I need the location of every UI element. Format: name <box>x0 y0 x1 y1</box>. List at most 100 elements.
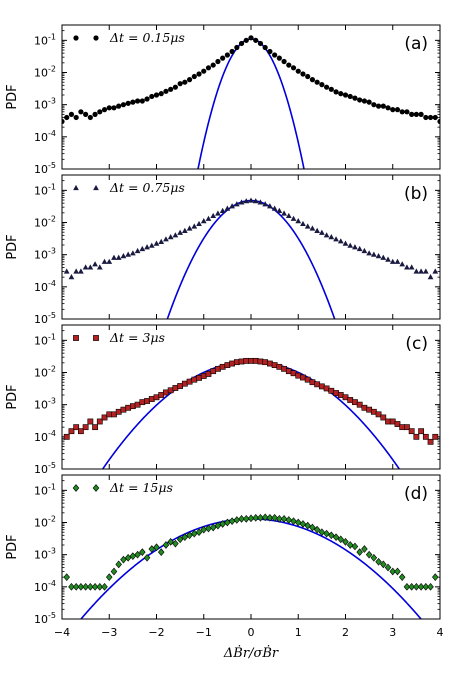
data-point <box>210 368 217 375</box>
data-point <box>68 274 75 280</box>
data-point <box>182 79 188 85</box>
data-point <box>196 71 202 77</box>
data-point <box>224 52 230 58</box>
data-point <box>432 268 439 274</box>
data-point <box>253 37 259 43</box>
data-point <box>417 582 425 591</box>
data-point <box>290 370 297 377</box>
data-point <box>385 418 391 425</box>
data-point <box>328 531 335 540</box>
data-point <box>352 244 358 250</box>
data-point <box>158 238 165 244</box>
data-point <box>238 358 245 365</box>
data-point <box>422 582 430 591</box>
data-point <box>219 363 226 370</box>
data-point <box>163 88 169 94</box>
data-point <box>271 362 278 368</box>
data-point <box>319 229 325 235</box>
data-point <box>418 111 424 117</box>
data-point <box>248 197 254 203</box>
y-tick-label: 10-5 <box>34 461 56 476</box>
y-tick-label: 10-1 <box>34 182 56 197</box>
data-point <box>357 97 363 103</box>
data-point <box>375 253 382 259</box>
data-point <box>238 40 245 47</box>
axes-frame <box>61 24 441 170</box>
legend: Δt = 3μs <box>73 330 165 345</box>
data-point <box>318 383 325 390</box>
data-point <box>413 433 420 440</box>
data-point <box>347 397 354 403</box>
data-point <box>224 362 231 368</box>
data-point <box>234 44 240 51</box>
data-point <box>96 264 103 270</box>
data-point <box>290 517 297 526</box>
x-tick-label: 1 <box>295 626 302 639</box>
data-point <box>280 515 288 523</box>
data-point <box>210 212 217 219</box>
data-point <box>380 254 387 260</box>
data-point <box>82 264 89 270</box>
data-point <box>181 380 188 387</box>
data-point <box>295 218 302 224</box>
data-point <box>62 118 65 125</box>
y-tick-label: 10-4 <box>34 279 56 294</box>
data-point <box>157 548 165 556</box>
data-point <box>323 232 330 238</box>
data-point <box>130 99 136 105</box>
data-point <box>366 406 373 413</box>
data-point <box>176 535 184 544</box>
data-point <box>342 538 349 546</box>
data-point <box>389 418 396 425</box>
data-point <box>390 107 396 113</box>
data-point <box>366 250 372 256</box>
data-point <box>91 582 99 591</box>
x-axis-label: ΔḂr/σḂr <box>223 644 279 661</box>
data-point <box>106 411 113 418</box>
data-point <box>120 406 127 413</box>
data-point <box>347 93 353 100</box>
data-point <box>257 199 264 205</box>
data-point <box>120 555 127 564</box>
data-point <box>163 389 169 396</box>
data-point <box>266 513 274 522</box>
data-point <box>191 223 198 229</box>
data-point <box>172 84 178 90</box>
data-point <box>385 105 391 111</box>
data-point <box>399 261 406 267</box>
data-point <box>389 567 397 576</box>
data-point <box>115 254 122 260</box>
data-point <box>125 404 132 411</box>
data-point <box>115 560 122 569</box>
data-point <box>281 365 287 372</box>
data-point <box>214 521 222 530</box>
data-point <box>73 268 80 274</box>
x-tick-label: −3 <box>101 626 117 639</box>
data-point <box>243 37 249 43</box>
data-point <box>177 383 184 389</box>
data-point <box>427 582 434 591</box>
data-point <box>404 424 410 431</box>
data-point <box>290 65 297 71</box>
data-point <box>276 55 282 61</box>
legend: Δt = 0.75μs <box>73 180 185 195</box>
y-tick-label: 10-4 <box>34 429 56 444</box>
data-point <box>408 582 415 591</box>
data-point <box>177 229 183 235</box>
data-point <box>423 114 429 121</box>
data-point <box>413 582 420 591</box>
data-point <box>148 396 155 402</box>
data-point <box>300 71 306 77</box>
data-point <box>294 518 302 527</box>
plot-area <box>62 475 440 619</box>
panel-2: 10-5 10-4 10-3 10-2 10-1 PDF Δt = 0.75μs (b) <box>5 174 441 326</box>
data-point <box>337 392 344 398</box>
data-point <box>110 567 118 576</box>
legend-label: Δt = 3μs <box>109 330 165 345</box>
data-point <box>129 403 136 410</box>
data-point <box>177 81 183 87</box>
legend-marker <box>93 184 99 191</box>
data-point <box>370 251 377 257</box>
data-point <box>153 394 160 401</box>
